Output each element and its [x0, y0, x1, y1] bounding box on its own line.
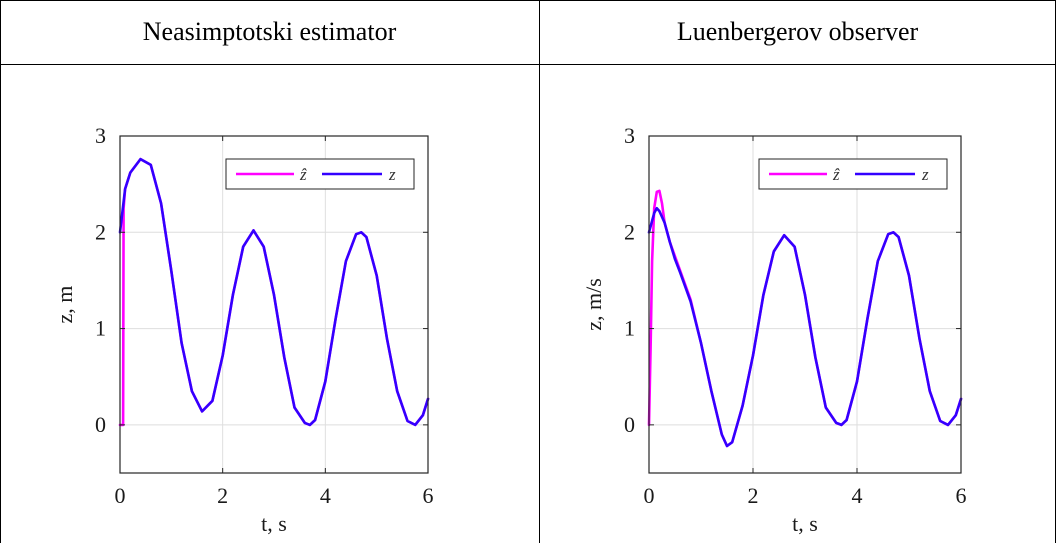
x-tick-label: 4 [320, 483, 331, 508]
y-tick-label: 0 [95, 412, 106, 437]
x-tick-label: 4 [852, 483, 863, 508]
y-tick-label: 3 [95, 123, 106, 148]
x-tick-label: 0 [115, 483, 126, 508]
header-right: Luenbergerov observer [539, 0, 1056, 64]
y-axis-label: z, m [52, 286, 77, 324]
y-tick-label: 1 [95, 316, 106, 341]
header-left: Neasimptotski estimator [0, 0, 539, 64]
x-tick-label: 6 [423, 483, 434, 508]
x-tick-label: 0 [644, 483, 655, 508]
y-tick-label: 3 [624, 123, 635, 148]
y-tick-label: 2 [624, 219, 635, 244]
x-tick-label: 6 [956, 483, 967, 508]
legend-label-true: z [921, 165, 929, 184]
x-tick-label: 2 [217, 483, 228, 508]
legend-label-estimate: ẑ [299, 165, 307, 184]
x-axis-label: t, s [261, 511, 287, 536]
legend-label-estimate: ẑ [832, 165, 840, 184]
y-tick-label: 1 [624, 316, 635, 341]
x-tick-label: 2 [748, 483, 759, 508]
legend-label-true: z [388, 165, 396, 184]
y-axis-label: z, m/s [581, 278, 606, 331]
y-tick-label: 2 [95, 219, 106, 244]
y-tick-label: 0 [624, 412, 635, 437]
x-axis-label: t, s [792, 511, 818, 536]
